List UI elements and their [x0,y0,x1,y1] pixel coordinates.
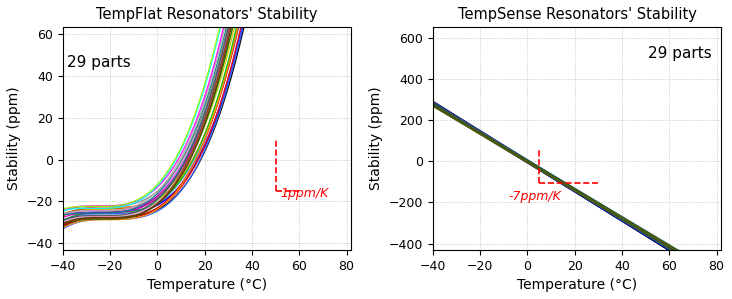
Title: TempSense Resonators' Stability: TempSense Resonators' Stability [458,7,696,22]
Y-axis label: Stability (ppm): Stability (ppm) [369,87,383,190]
X-axis label: Temperature (°C): Temperature (°C) [517,278,637,292]
Y-axis label: Stability (ppm): Stability (ppm) [7,87,21,190]
X-axis label: Temperature (°C): Temperature (°C) [147,278,267,292]
Text: -7ppm/K: -7ppm/K [508,190,561,203]
Text: 1ppm/K: 1ppm/K [280,187,329,200]
Text: 29 parts: 29 parts [648,46,712,61]
Text: 29 parts: 29 parts [67,54,131,70]
Title: TempFlat Resonators' Stability: TempFlat Resonators' Stability [96,7,318,22]
